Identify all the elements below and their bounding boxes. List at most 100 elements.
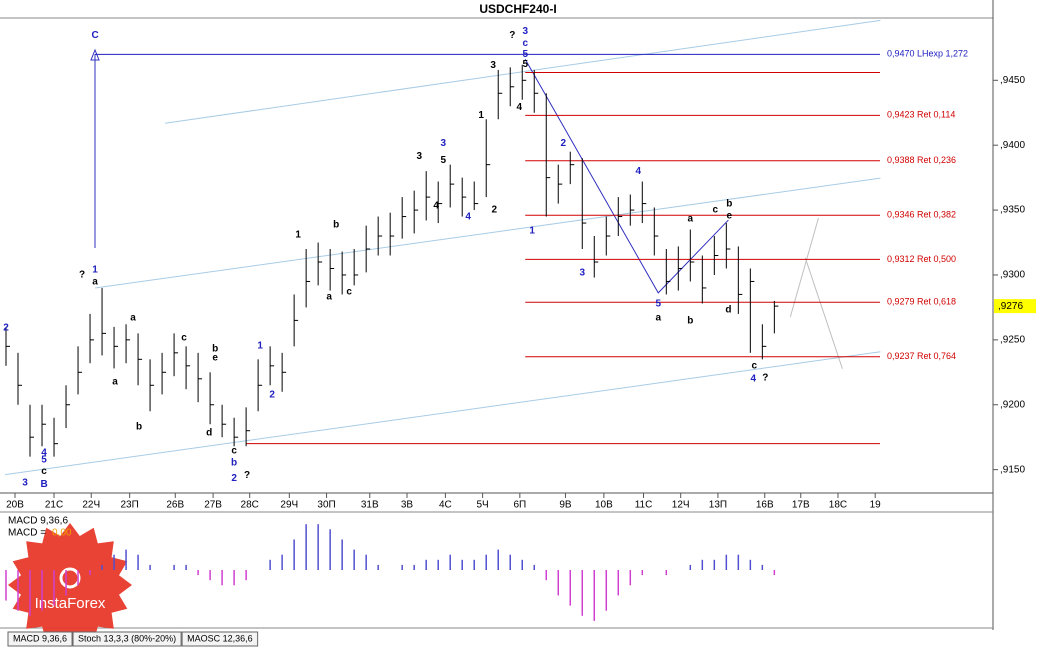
- x-tick-label: 6П: [513, 500, 526, 511]
- wave-label: C: [91, 30, 98, 41]
- wave-label: b: [136, 421, 142, 432]
- wave-label: B: [40, 479, 47, 490]
- wave-label: c: [752, 360, 758, 371]
- wave-label: 1: [295, 230, 301, 241]
- wave-label: 2: [231, 473, 237, 484]
- wave-label: a: [326, 292, 332, 303]
- wave-label: 1: [257, 340, 263, 351]
- x-tick-label: 10В: [595, 500, 613, 511]
- level-label: 0,9388 Ret 0,236: [887, 155, 956, 165]
- wave-label: c: [346, 287, 352, 298]
- logo-text: InstaForex: [35, 595, 106, 612]
- x-tick-label: 4С: [439, 500, 452, 511]
- indicator-readout-label: MACD =: [8, 528, 46, 539]
- wave-label: ?: [244, 470, 250, 481]
- wave-label: c: [713, 205, 719, 216]
- tab-label: MACD 9,36,6: [13, 633, 67, 643]
- x-tick-label: 26В: [166, 500, 184, 511]
- trend-line: [524, 59, 729, 294]
- wave-label: 4: [433, 201, 439, 212]
- wave-label: 4: [516, 102, 522, 113]
- y-tick-label: ,9300: [1000, 270, 1025, 281]
- trend-line: [804, 257, 843, 369]
- x-tick-label: 13П: [709, 500, 727, 511]
- wave-label: 5: [655, 299, 661, 310]
- wave-label: d: [206, 427, 212, 438]
- indicator-readout-value: 0,00: [52, 528, 72, 539]
- wave-label: 3: [579, 268, 585, 279]
- tab-frame: [181, 631, 259, 647]
- wave-label: a: [112, 376, 118, 387]
- y-tick-label: ,9450: [1000, 75, 1025, 86]
- wave-label: a: [688, 214, 694, 225]
- x-tick-label: 12Ч: [672, 500, 690, 511]
- tab[interactable]: Stoch 13,3,3 (80%-20%): [72, 631, 182, 647]
- wave-label: c: [181, 333, 187, 344]
- last-price-box: [994, 299, 1036, 314]
- wave-label: 2: [3, 323, 9, 334]
- y-tick-label: ,9200: [1000, 399, 1025, 410]
- wave-label: b: [687, 316, 693, 327]
- x-tick-label: 5Ч: [477, 500, 489, 511]
- wave-label: 2: [491, 205, 497, 216]
- wave-label: 4: [465, 212, 471, 223]
- y-tick-label: ,9350: [1000, 205, 1025, 216]
- level-label: 0,9346 Ret 0,382: [887, 210, 956, 220]
- wave-label: b: [231, 457, 237, 468]
- wave-label: e: [212, 352, 218, 363]
- wave-label: 2: [561, 138, 567, 149]
- wave-label: a: [92, 277, 98, 288]
- wave-label: 4: [751, 373, 757, 384]
- wave-label: 5: [440, 155, 446, 166]
- chart-title: USDCHF240-I: [479, 2, 556, 16]
- wave-label: 5: [41, 454, 47, 465]
- tab[interactable]: MACD 9,36,6: [7, 631, 73, 647]
- x-tick-label: 29Ч: [280, 500, 298, 511]
- wave-label: c: [231, 445, 237, 456]
- x-tick-label: 31В: [361, 500, 379, 511]
- indicator-title: MACD 9,36,6: [8, 516, 68, 527]
- tab-label: MAOSC 12,36,6: [187, 633, 253, 643]
- x-tick-label: 9В: [559, 500, 572, 511]
- trend-line: [4, 351, 881, 476]
- level-label: 0,9470 LHexp 1,272: [887, 49, 968, 59]
- wave-label: 3: [416, 151, 422, 162]
- wave-label: e: [727, 211, 733, 222]
- x-tick-label: 27В: [204, 500, 222, 511]
- y-tick-label: ,9400: [1000, 140, 1025, 151]
- wave-label: a: [130, 313, 136, 324]
- wave-label: 3: [490, 60, 496, 71]
- logo-icon: [59, 567, 81, 589]
- tab[interactable]: MAOSC 12,36,6: [181, 631, 259, 647]
- x-tick-label: 17В: [792, 500, 810, 511]
- x-tick-label: 16В: [756, 500, 774, 511]
- wave-label: 3: [440, 138, 446, 149]
- wave-label: ?: [509, 30, 515, 41]
- x-tick-label: 21С: [45, 500, 63, 511]
- x-tick-label: 19: [870, 500, 882, 511]
- y-tick-label: ,9250: [1000, 334, 1025, 345]
- wave-label: 4: [41, 447, 47, 458]
- wave-label: ?: [762, 372, 768, 383]
- trend-line: [95, 177, 881, 289]
- tab-label: Stoch 13,3,3 (80%-20%): [78, 633, 176, 643]
- x-tick-label: 28С: [241, 500, 259, 511]
- tab-frame: [72, 631, 182, 647]
- logo-badge: [8, 523, 132, 647]
- wave-label: b: [212, 343, 218, 354]
- level-label: 0,9312 Ret 0,500: [887, 254, 956, 264]
- x-tick-label: 22Ч: [82, 500, 100, 511]
- wave-label: a: [655, 313, 661, 324]
- wave-label: c: [522, 38, 528, 49]
- level-label: 0,9423 Ret 0,114: [887, 110, 955, 120]
- wave-label: 5: [522, 59, 528, 70]
- logo: InstaForex: [8, 523, 132, 647]
- wave-label: 5: [522, 49, 528, 60]
- wave-label: b: [333, 220, 339, 231]
- wave-label: b: [726, 199, 732, 210]
- x-tick-label: 18С: [829, 500, 847, 511]
- wave-label: 3: [22, 477, 28, 488]
- wave-label: d: [725, 305, 731, 316]
- x-tick-label: 11С: [635, 500, 653, 511]
